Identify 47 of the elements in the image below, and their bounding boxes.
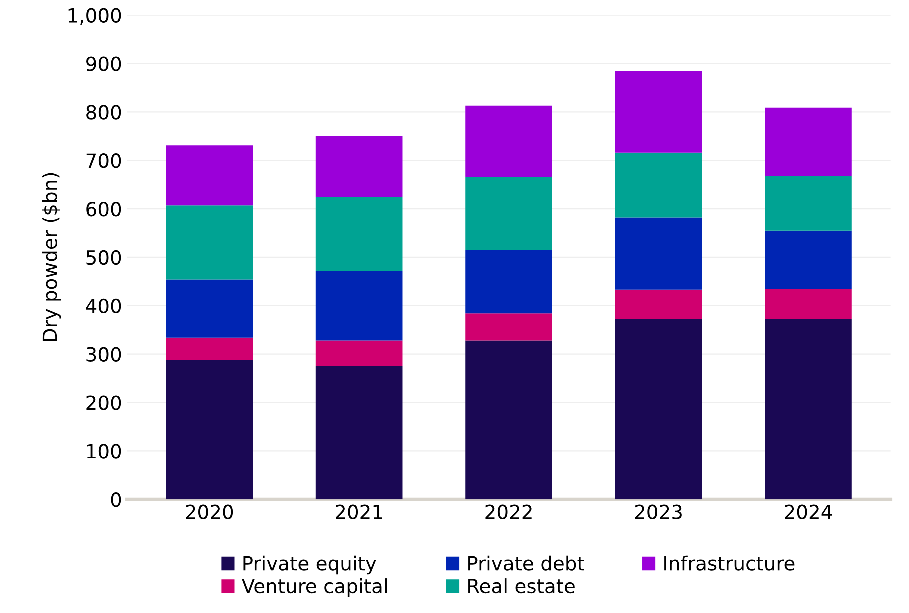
bar (466, 106, 552, 178)
bar (615, 218, 702, 290)
y-tick-label: 200 (86, 396, 122, 410)
bar (166, 338, 254, 360)
bar (765, 288, 852, 320)
bar (765, 176, 852, 231)
bar (166, 360, 254, 500)
bar (615, 290, 702, 320)
legend-label: Private equity (244, 556, 376, 575)
x-tick-label: 2021 (336, 504, 382, 520)
bar (166, 206, 254, 280)
y-tick-label: 700 (86, 154, 122, 168)
bar (316, 366, 403, 500)
y-tick-label: 500 (86, 250, 122, 266)
y-tick-label: 600 (86, 202, 122, 217)
bar (316, 197, 403, 272)
bar (166, 280, 254, 338)
legend-label: Venture capital (242, 578, 388, 598)
bar (466, 177, 552, 250)
x-tick-label: 2020 (186, 504, 234, 520)
bar (316, 136, 403, 198)
bar (466, 314, 552, 341)
y-tick-label: 0 (111, 492, 122, 508)
bar (615, 72, 702, 153)
y-tick-label: 800 (86, 105, 122, 120)
y-tick-label: 300 (86, 347, 122, 362)
x-tick-label: 2022 (486, 504, 532, 520)
y-tick-label: 100 (87, 444, 122, 459)
y-tick-label: 400 (86, 298, 122, 314)
x-tick-label: 2024 (785, 504, 832, 520)
legend-label: Private debt (468, 556, 584, 571)
bar (166, 146, 254, 206)
bar (765, 108, 852, 176)
bar (765, 230, 852, 289)
bar (765, 319, 852, 500)
y-tick-label: 1,000 (68, 8, 122, 25)
legend-label: Infrastructure (664, 556, 795, 571)
bar (615, 152, 702, 218)
y-tick-label: 900 (86, 56, 122, 72)
y-axis-title: Dry powder ($bn) (42, 173, 62, 342)
bar (316, 272, 403, 341)
bar (466, 250, 552, 314)
legend-label: Real estate (468, 578, 575, 594)
bar (615, 319, 702, 500)
bar (316, 340, 403, 366)
bar (466, 340, 552, 500)
x-tick-label: 2023 (635, 504, 682, 520)
